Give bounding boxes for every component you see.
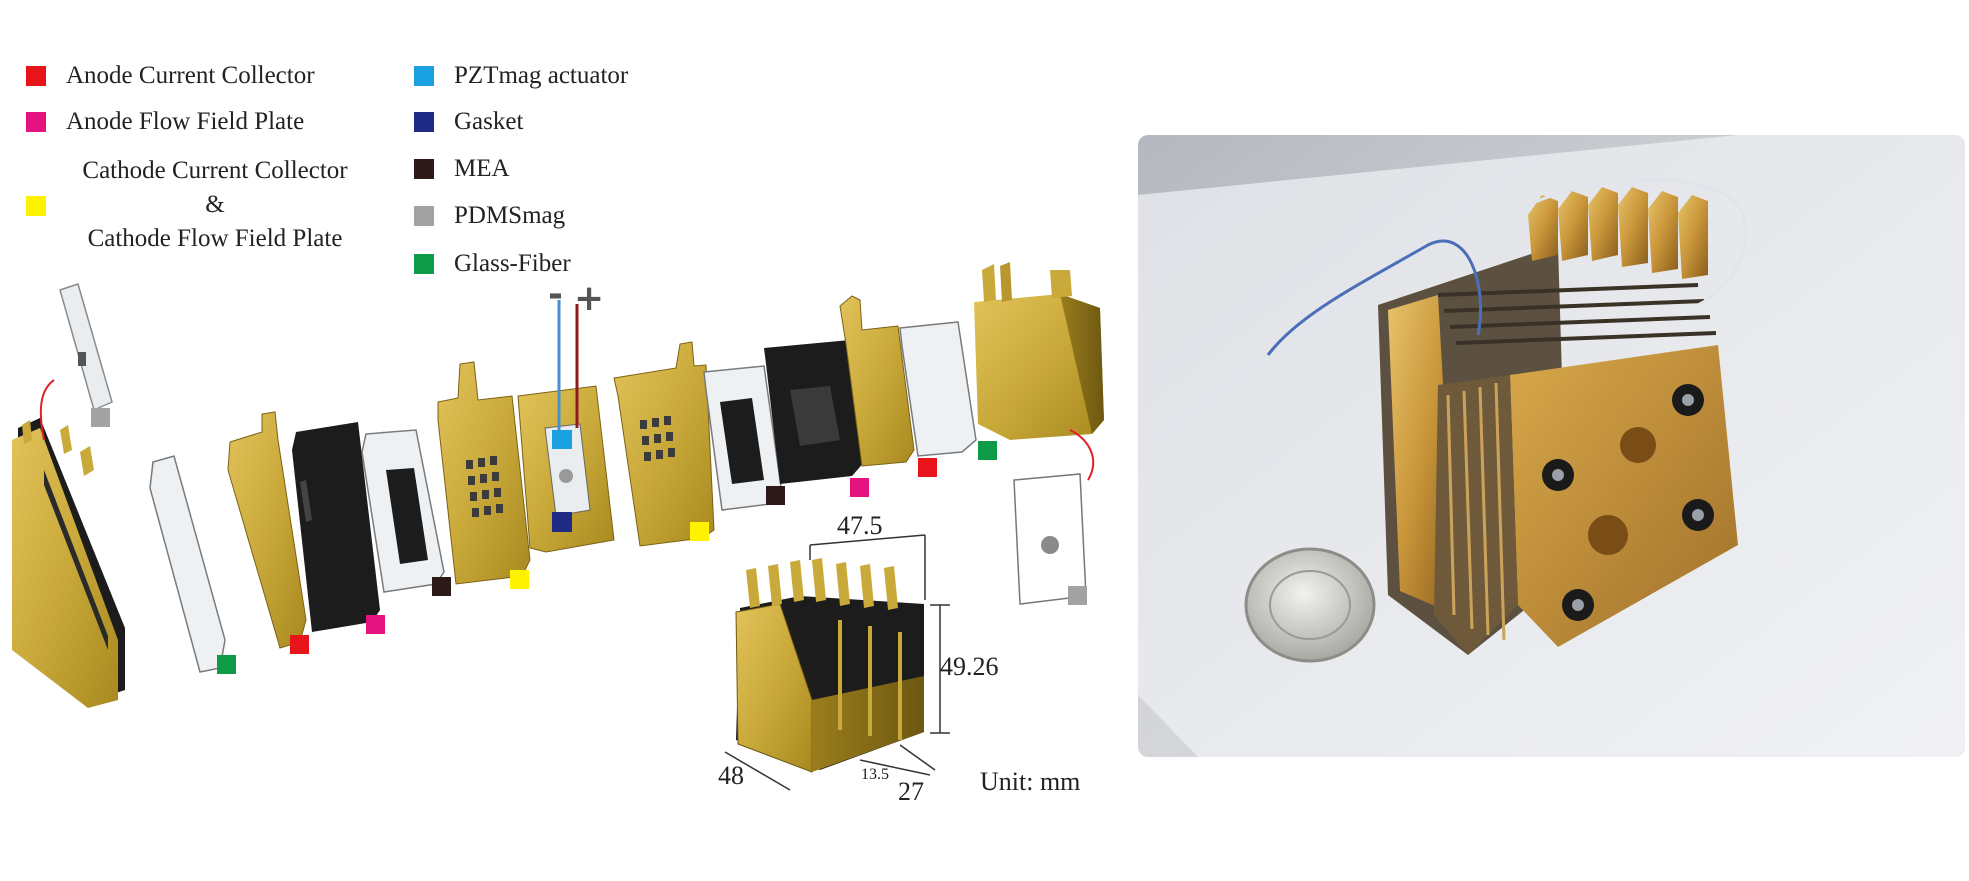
marker-mea-2 xyxy=(766,486,785,505)
legend-pztmag-actuator: PZTmag actuator xyxy=(414,62,628,90)
marker-pdmsmag-2 xyxy=(1068,586,1087,605)
polarity-plus: + xyxy=(574,278,604,319)
legend-swatch xyxy=(414,206,434,226)
legend-swatch-cathode xyxy=(26,196,46,216)
legend-anode-flow-field-plate: Anode Flow Field Plate xyxy=(26,108,304,136)
marker-pztmag-actuator xyxy=(552,430,572,449)
legend-swatch xyxy=(414,66,434,86)
legend-swatch xyxy=(414,112,434,132)
mea-plate-right xyxy=(703,365,785,511)
dimension-half-depth: 13.5 xyxy=(861,766,889,783)
cathode-plate-right xyxy=(613,341,715,547)
legend-swatch xyxy=(414,159,434,179)
legend-label: & xyxy=(205,191,225,218)
pdmsmag-plate-left xyxy=(59,283,113,427)
legend-label: PZTmag actuator xyxy=(454,62,629,89)
marker-anode-current-collector xyxy=(290,635,309,654)
dimension-depth: 27 xyxy=(898,777,924,806)
mea-plate xyxy=(361,429,451,596)
marker-cathode-2 xyxy=(690,522,709,541)
legend-swatch xyxy=(26,66,46,86)
assembled-stack-right xyxy=(974,262,1104,440)
pztmag-actuator-assembly xyxy=(517,300,615,553)
anode-flow-field-plate xyxy=(292,422,385,634)
wire-red-left xyxy=(39,379,55,441)
pdmsmag-plate-right xyxy=(1013,473,1087,605)
dimension-width-bottom: 48 xyxy=(718,761,744,790)
legend-mea: MEA xyxy=(414,155,510,183)
legend-label: Glass-Fiber xyxy=(454,250,571,277)
legend-label: Cathode Current Collector xyxy=(82,157,348,184)
legend-swatch xyxy=(414,254,434,274)
legend-pdmsmag: PDMSmag xyxy=(414,202,565,230)
unit-label: Unit: mm xyxy=(980,767,1081,796)
marker-anode-flow-field-plate-2 xyxy=(850,478,869,497)
wire-red-right xyxy=(1069,429,1095,481)
legend-anode-current-collector: Anode Current Collector xyxy=(26,62,315,90)
marker-anode-flow-field-plate xyxy=(366,615,385,634)
marker-glass-fiber xyxy=(217,655,236,674)
marker-mea xyxy=(432,577,451,596)
marker-pdmsmag xyxy=(91,408,110,427)
legend-label: Cathode Flow Field Plate xyxy=(87,225,343,252)
anode-flow-field-plate-right xyxy=(764,340,869,497)
assembled-stack-left xyxy=(12,418,125,708)
photo-scene xyxy=(1138,135,1965,757)
exploded-view-diagram: - + xyxy=(12,262,1104,791)
anode-current-collector-plate xyxy=(227,411,309,654)
dimension-lines xyxy=(724,534,950,791)
glass-fiber-plate xyxy=(149,455,236,674)
dimension-width-top: 47.5 xyxy=(837,511,883,540)
legend-gasket: Gasket xyxy=(414,108,523,136)
cathode-plate-left xyxy=(437,361,531,589)
polarity-minus: - xyxy=(548,274,563,315)
legend-label: Anode Current Collector xyxy=(66,62,315,89)
assembled-stack-dimensioned xyxy=(735,558,924,773)
legend-label: PDMSmag xyxy=(454,202,566,229)
device-photograph xyxy=(1138,135,1965,757)
marker-anode-current-collector-2 xyxy=(918,458,937,477)
marker-gasket xyxy=(552,512,572,532)
marker-glass-fiber-2 xyxy=(978,441,997,460)
dimension-height: 49.26 xyxy=(940,652,999,681)
legend-swatch xyxy=(26,112,46,132)
anode-current-collector-plate-right xyxy=(839,295,937,477)
legend-label: Anode Flow Field Plate xyxy=(66,108,305,135)
legend-label: Gasket xyxy=(454,108,524,135)
marker-cathode-1 xyxy=(510,570,529,589)
legend-glass-fiber: Glass-Fiber xyxy=(414,250,571,278)
glass-fiber-plate-right xyxy=(899,321,997,460)
legend-cathode: Cathode Current Collector & Cathode Flow… xyxy=(58,154,372,256)
legend-label: MEA xyxy=(454,155,510,182)
